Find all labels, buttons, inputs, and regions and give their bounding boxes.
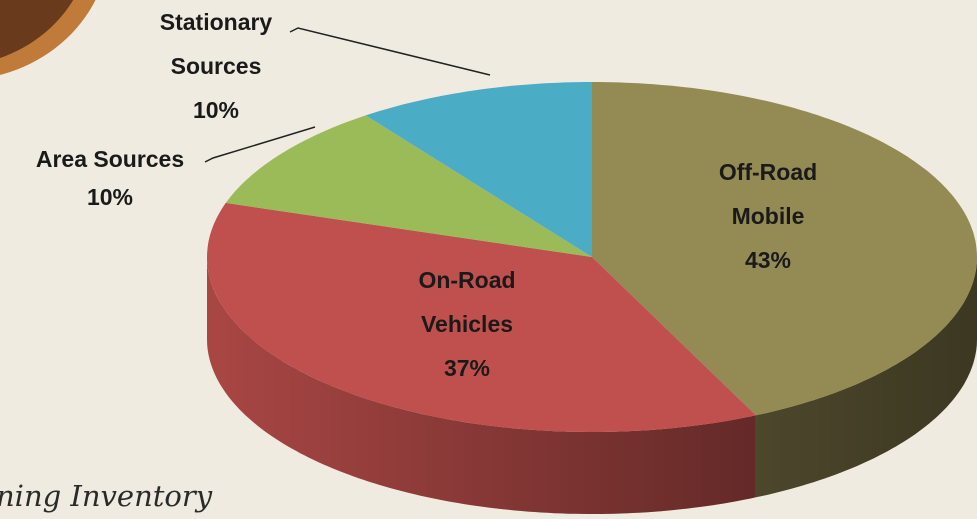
footer-text: ning Inventory [0,479,213,513]
slice-label: On-Road Vehicles 37% [382,258,552,390]
value-label: 37% [443,355,491,381]
slice [365,82,592,257]
side-shade [755,257,977,498]
side-shade [207,257,756,514]
value-label: 43% [744,247,792,273]
slice-label: Stationary Sources 10% [141,0,291,132]
category-label: On-Road Vehicles [418,267,516,337]
leader-line [289,27,491,76]
category-label: Off-Road Mobile [718,159,818,229]
value-label: 10% [192,97,240,123]
slice-label: Off-Road Mobile 43% [683,150,853,282]
leader-line [204,126,316,163]
decor-shape [0,0,74,58]
category-label: Stationary Sources [159,9,273,79]
slice [225,115,593,258]
slice [207,202,756,432]
category-label: Area Sources [35,146,185,172]
value-label: 10% [86,184,134,210]
slice-label: Area Sources 10% [0,137,225,219]
slice [592,82,977,416]
